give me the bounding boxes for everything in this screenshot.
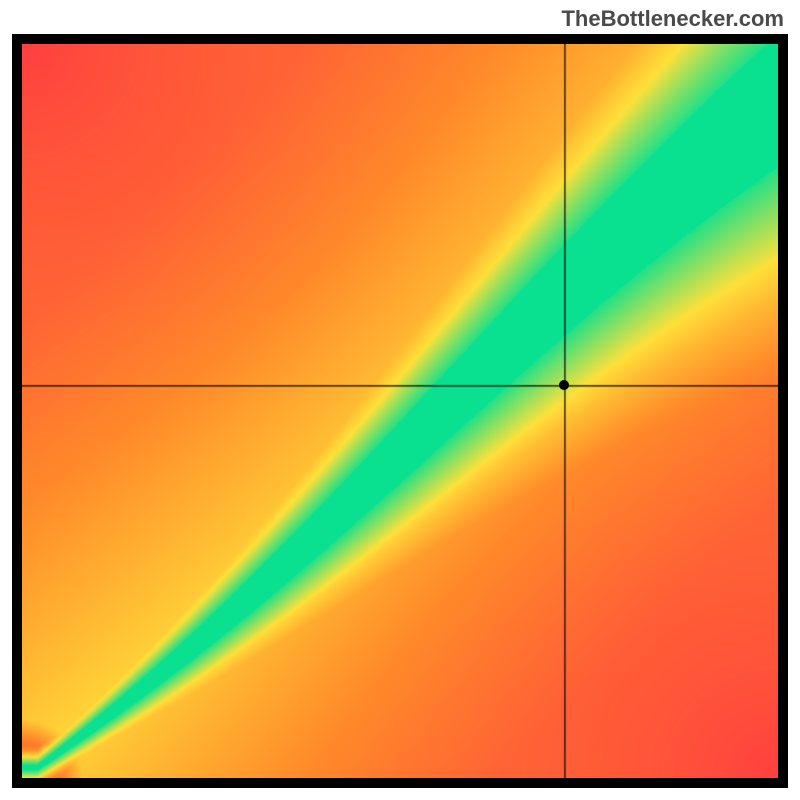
watermark-text: TheBottlenecker.com [561,6,784,32]
crosshair-overlay [22,44,778,778]
chart-container: TheBottlenecker.com [0,0,800,800]
